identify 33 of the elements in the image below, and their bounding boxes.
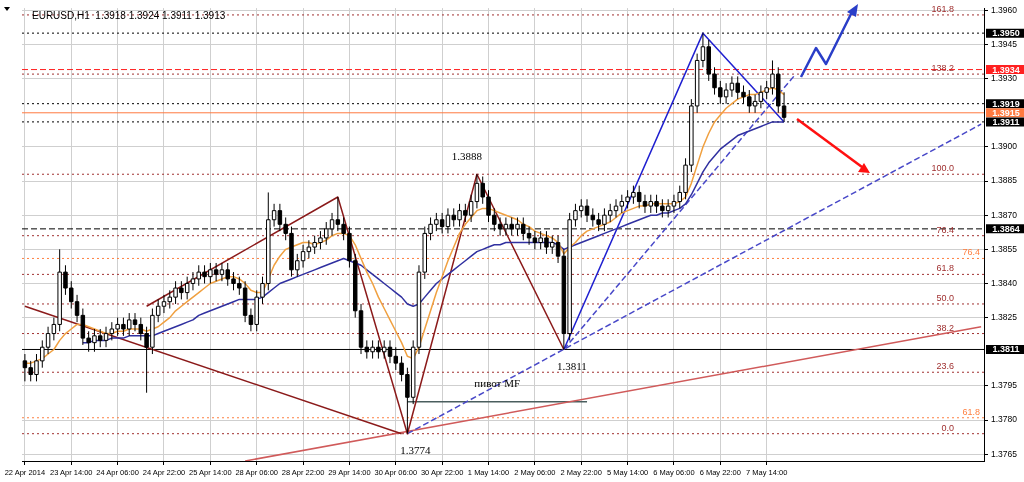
ref-line-label: 1.3950 xyxy=(992,28,1020,39)
annotation: 50.0 xyxy=(936,292,954,303)
y-tick-label: 1.3870 xyxy=(991,209,1018,220)
y-tick-label: 1.3945 xyxy=(991,38,1018,49)
y-tick-label: 1.3780 xyxy=(991,414,1018,425)
ref-line-label: 1.3864 xyxy=(992,223,1020,234)
y-tick-label: 1.3885 xyxy=(991,175,1018,186)
y-tick-label: 1.3930 xyxy=(991,73,1018,83)
y-tick-label: 1.3960 xyxy=(991,4,1018,15)
y-tick-label: 1.3900 xyxy=(991,141,1018,152)
annotation: 1.3888 xyxy=(451,149,483,162)
annotation: 61.8 xyxy=(962,406,980,417)
y-tick-label: 1.3765 xyxy=(991,448,1018,459)
annotation: 23.6 xyxy=(936,361,954,372)
ref-line-label: 1.3915 xyxy=(992,107,1020,118)
ref-line-label: 1.3919 xyxy=(992,98,1020,109)
y-tick-label: 1.3855 xyxy=(991,243,1018,254)
annotation: 1.3811 xyxy=(556,359,587,372)
annotation: 100.0 xyxy=(931,163,954,174)
y-tick-label: 1.3795 xyxy=(991,380,1018,391)
annotation: пивот MF xyxy=(474,377,521,390)
y-tick-label: 1.3825 xyxy=(991,311,1018,322)
annotation: 161.8 xyxy=(931,3,954,14)
annotation: 76.4 xyxy=(962,247,980,258)
ref-line-label: 1.3811 xyxy=(992,344,1020,355)
ref-line-label: 1.3911 xyxy=(992,116,1020,127)
y-tick-label: 1.3840 xyxy=(991,277,1018,288)
annotation: 38.2 xyxy=(936,322,954,333)
ref-line-label: 1.3934 xyxy=(992,64,1020,75)
chart-title: EURUSD,H1 1.3918 1.3924 1.3911 1.3913 xyxy=(32,9,226,21)
annotation: 1.3774 xyxy=(400,444,432,457)
annotation: 0.0 xyxy=(941,422,954,433)
annotation: 61.8 xyxy=(936,263,954,274)
